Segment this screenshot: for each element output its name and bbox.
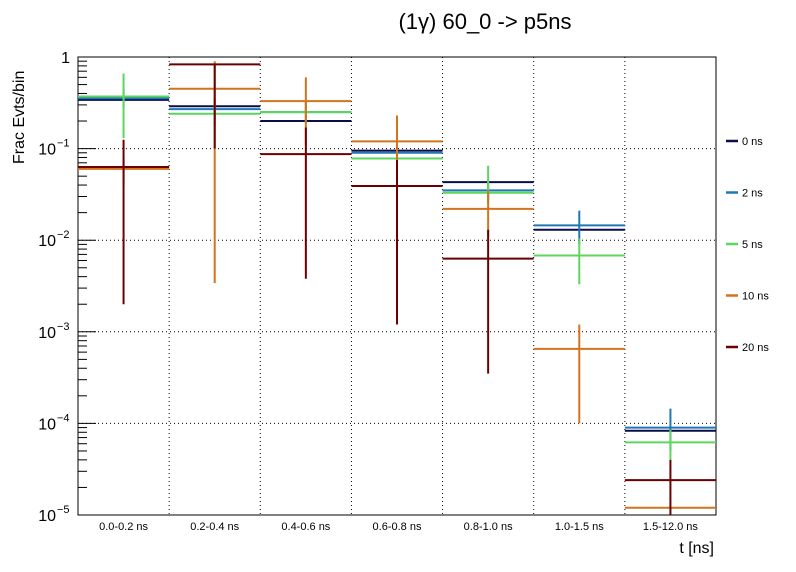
y-axis-label: Frac Evts/bin bbox=[11, 71, 28, 164]
y-tick-label: 10 bbox=[38, 142, 56, 159]
chart-title: (1γ) 60_0 -> p5ns bbox=[398, 9, 571, 34]
x-tick-label: 0.2-0.4 ns bbox=[190, 521, 239, 533]
y-tick-exponent: −5 bbox=[57, 504, 70, 516]
legend-label: 0 ns bbox=[742, 136, 763, 148]
legend-label: 20 ns bbox=[742, 342, 769, 354]
x-tick-label: 1.5-12.0 ns bbox=[643, 521, 699, 533]
y-tick-exponent: −3 bbox=[57, 321, 70, 333]
y-tick-exponent: −4 bbox=[57, 412, 70, 424]
y-tick-label: 10 bbox=[38, 416, 56, 433]
x-tick-label: 1.0-1.5 ns bbox=[555, 521, 604, 533]
y-tick-labels: 110−110−210−310−410−5 bbox=[38, 50, 70, 525]
y-tick-label: 10 bbox=[38, 325, 56, 342]
y-tick-label: 1 bbox=[61, 50, 70, 67]
legend-label: 2 ns bbox=[742, 188, 763, 200]
y-tick-label: 10 bbox=[38, 233, 56, 250]
legend: 0 ns 2 ns 5 ns 10 ns 20 ns bbox=[726, 136, 769, 354]
x-tick-label: 0.4-0.6 ns bbox=[281, 521, 330, 533]
legend-label: 10 ns bbox=[742, 291, 769, 303]
x-tick-label: 0.8-1.0 ns bbox=[464, 521, 513, 533]
x-tick-label: 0.6-0.8 ns bbox=[373, 521, 422, 533]
y-tick-exponent: −2 bbox=[57, 229, 70, 241]
x-axis-label: t [ns] bbox=[679, 540, 714, 557]
legend-label: 5 ns bbox=[742, 239, 763, 251]
x-tick-labels: 0.0-0.2 ns 0.2-0.4 ns 0.4-0.6 ns 0.6-0.8 ns… bbox=[99, 521, 698, 533]
series-marks bbox=[78, 61, 716, 515]
plot-frame bbox=[77, 56, 717, 516]
y-tick-exponent: −1 bbox=[57, 138, 70, 150]
grid-lines bbox=[78, 57, 716, 515]
axis-ticks bbox=[78, 56, 96, 516]
y-tick-label: 10 bbox=[38, 508, 56, 525]
x-tick-label: 0.0-0.2 ns bbox=[99, 521, 148, 533]
